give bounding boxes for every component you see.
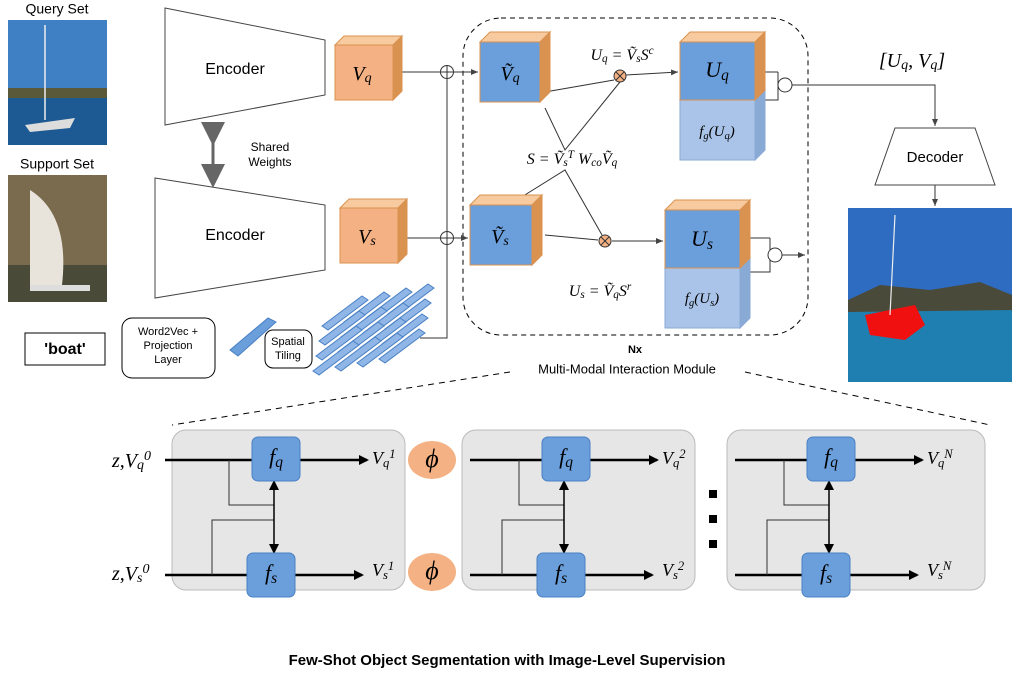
math-part: S [641, 47, 649, 64]
tiled-features [313, 284, 434, 375]
math-part: q [565, 454, 573, 471]
math-part: 0 [142, 562, 149, 577]
cube-side [740, 200, 750, 268]
math-part: q [275, 454, 283, 471]
word2vec-label: Word2Vec + [138, 326, 198, 338]
word2vec-label: Layer [154, 354, 182, 366]
ellipsis-dot [709, 540, 717, 548]
input-label: z,Vq0 [111, 449, 151, 474]
cube-top [665, 200, 750, 210]
math-part: [U [879, 50, 903, 72]
cube-top [335, 36, 402, 45]
math-part: ) [713, 291, 719, 307]
equation: Us = ṼqSr [569, 281, 632, 301]
equation: S = ṼsT WcoṼq [527, 149, 618, 169]
ellipsis-dot [709, 515, 717, 523]
math-part: s [271, 570, 277, 587]
cube-top [680, 32, 765, 42]
math-part: S = Ṽ [527, 149, 566, 168]
math-part: r [627, 281, 632, 293]
cube-side [740, 258, 750, 328]
encoder-label: Encoder [205, 61, 265, 78]
cube-top [340, 199, 407, 208]
caption: Few-Shot Object Segmentation with Image-… [289, 652, 726, 669]
math-part: q [137, 458, 144, 473]
repeat-label: Nx [628, 344, 643, 356]
math-part: 2 [679, 447, 686, 461]
zoom-line [172, 372, 510, 425]
math-part: co [591, 157, 602, 169]
math-part: q [930, 58, 937, 73]
support-image [8, 175, 107, 302]
cube-side [393, 36, 402, 100]
cube-side [755, 32, 765, 100]
math-part: z,V [111, 450, 140, 472]
diagram: ϕϕ Query Set Support Set Encoder Encoder… [0, 0, 1015, 677]
math-part: N [943, 447, 953, 461]
decoder-label: Decoder [907, 149, 964, 166]
cube-side [540, 32, 550, 102]
math-part: ] [936, 50, 945, 72]
math-part: = Ṽ [608, 45, 639, 64]
math-part: 2 [678, 559, 685, 573]
feature-cubes [335, 32, 765, 328]
output-image [848, 208, 1012, 382]
math-part: q [612, 157, 618, 169]
encoder-label: Encoder [205, 227, 265, 244]
math-part: ) [729, 124, 735, 140]
cube-side [755, 90, 765, 160]
math-part: s [707, 236, 713, 253]
word2vec-label: Projection [144, 340, 193, 352]
word-label: 'boat' [44, 341, 85, 358]
query-image [8, 20, 107, 145]
shared-weights-label: Shared [251, 140, 290, 154]
phi-label: ϕ [425, 444, 438, 473]
math-part: s [503, 234, 509, 249]
unrolled-blocks: ϕϕ [165, 430, 985, 597]
math-part: c [649, 45, 654, 57]
input-label: z,Vs0 [111, 562, 149, 587]
cube-side [532, 195, 542, 265]
math-part: W [574, 151, 593, 168]
math-part: (U [709, 124, 726, 140]
math-part: (U [694, 291, 711, 307]
math-part: q [721, 67, 729, 84]
module-title: Multi-Modal Interaction Module [538, 361, 716, 376]
support-label: Support Set [20, 156, 94, 172]
output-label: [Uq, Vq] [879, 50, 945, 74]
cube-top [480, 32, 550, 42]
ellipsis-dot [709, 490, 717, 498]
math-part: 1 [389, 447, 395, 461]
tiling-label: Spatial [271, 336, 305, 348]
shared-weights-label: Weights [248, 155, 291, 169]
cube-side [398, 199, 407, 263]
math-part: q [901, 58, 908, 73]
math-part: s [370, 234, 376, 249]
math-part: 1 [388, 559, 394, 573]
math-part: z,V [111, 563, 140, 585]
math-part: 0 [144, 449, 151, 464]
tiling-label: Tiling [275, 350, 301, 362]
math-part: N [942, 559, 952, 573]
math-part: S [619, 283, 627, 300]
math-part: s [826, 570, 832, 587]
math-part: q [513, 71, 520, 86]
phi-label: ϕ [425, 556, 438, 585]
math-part: = Ṽ [585, 281, 616, 300]
math-part: s [561, 570, 567, 587]
math-part: q [830, 454, 838, 471]
equation: Uq = ṼsSc [590, 45, 653, 65]
cube-top [470, 195, 542, 205]
math-part: q [365, 71, 372, 86]
query-label: Query Set [25, 1, 88, 17]
